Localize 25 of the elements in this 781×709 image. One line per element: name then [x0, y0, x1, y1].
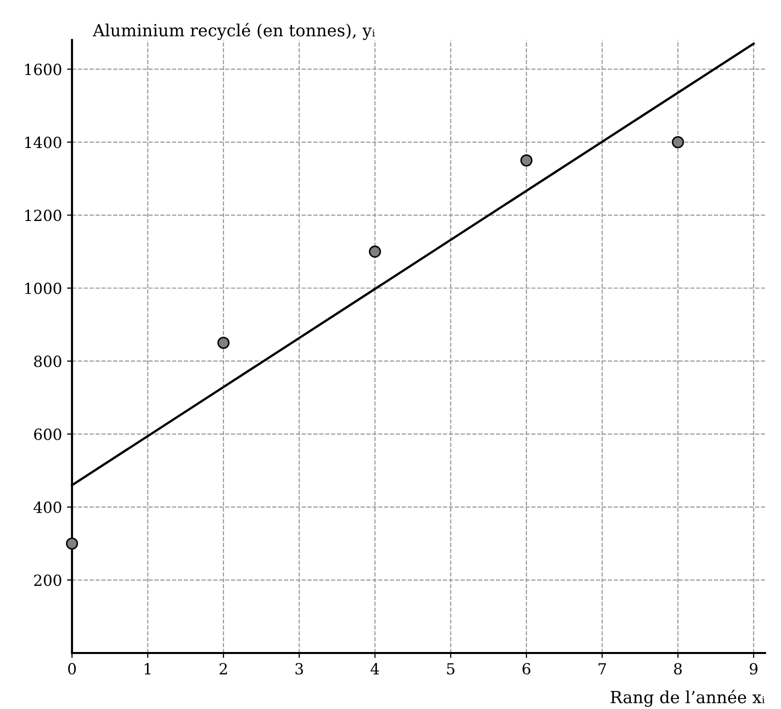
- y-tick-label: 400: [34, 502, 62, 514]
- x-tick-label: 8: [674, 662, 682, 675]
- point: [672, 136, 684, 148]
- point: [520, 154, 532, 166]
- y-tick-label: 1200: [25, 210, 62, 222]
- x-tick-label: 9: [750, 662, 758, 675]
- y-tick-label: 600: [34, 428, 62, 440]
- y-tick-label: 1000: [25, 282, 62, 294]
- x-tick-label: 3: [296, 662, 303, 675]
- y-tick-label: 1600: [25, 64, 62, 76]
- y-tick-label: 1400: [25, 136, 62, 148]
- x-tick-label: 1: [144, 662, 150, 674]
- x-tick-label: 7: [598, 663, 606, 674]
- x-tick-label: 0: [68, 662, 76, 675]
- point: [368, 246, 382, 258]
- point: [217, 336, 230, 349]
- point: [66, 537, 78, 550]
- x-tick-label: 5: [447, 663, 454, 675]
- x-axis-title: Rang de l’année xᵢ: [610, 690, 765, 707]
- y-tick-label: 200: [34, 574, 62, 586]
- x-tick-label: 4: [370, 662, 380, 674]
- y-axis-title: Aluminium recyclé (en tonnes), yᵢ: [92, 22, 375, 40]
- y-tick-label: 800: [34, 356, 62, 368]
- x-tick-label: 6: [522, 662, 530, 675]
- x-tick-label: 2: [220, 662, 227, 674]
